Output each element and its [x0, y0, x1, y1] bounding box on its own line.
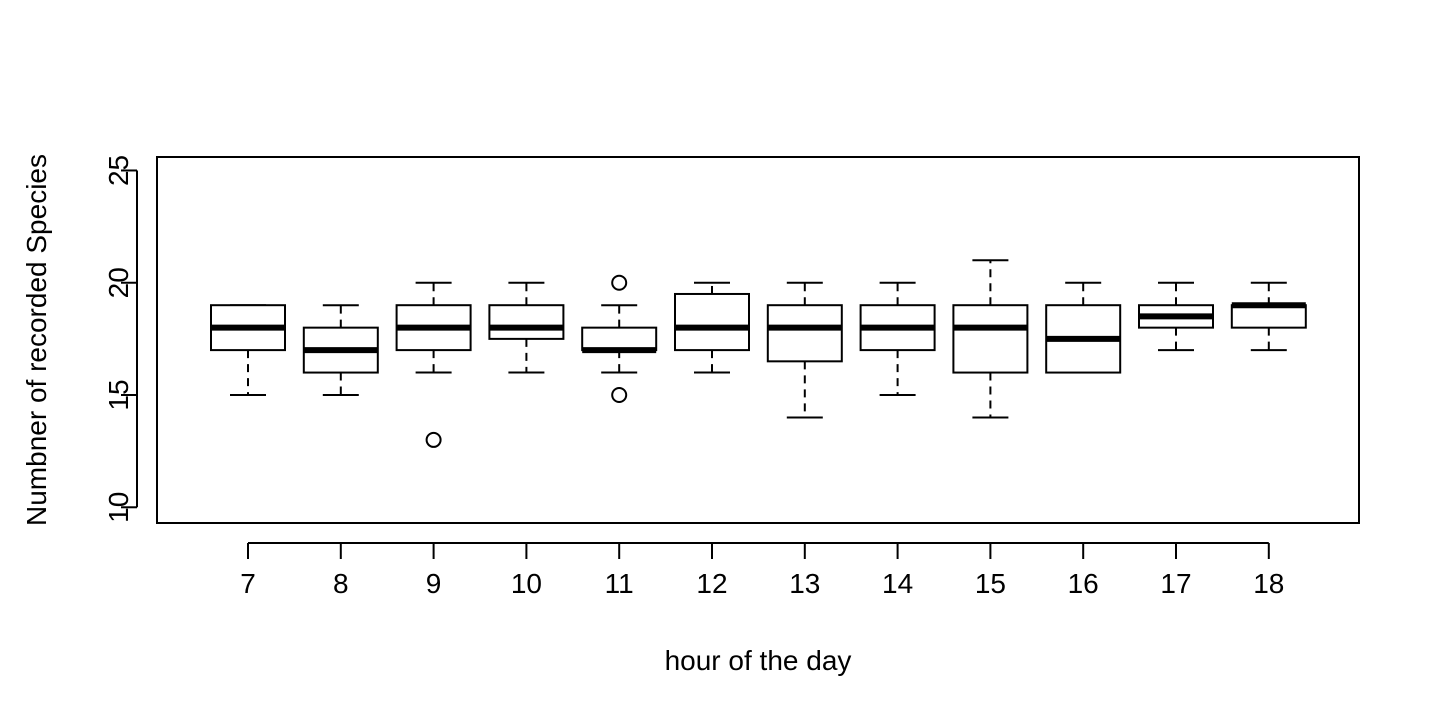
- x-tick-label: 10: [511, 568, 542, 599]
- box-rect: [1230, 304, 1307, 329]
- x-tick-label: 16: [1068, 568, 1099, 599]
- outlier-point: [611, 387, 628, 404]
- box-12: [674, 281, 750, 374]
- x-tick-label: 11: [605, 568, 634, 599]
- x-axis-label: hour of the day: [665, 645, 852, 676]
- box-13: [766, 281, 843, 419]
- y-axis: 10 15 20 25: [103, 155, 138, 523]
- box-7: [210, 304, 286, 397]
- outlier-point: [425, 431, 442, 448]
- x-tick-label: 14: [882, 568, 913, 599]
- y-axis-label: Numbner of recorded Species: [21, 154, 52, 526]
- x-axis: 7 8 9 10 11 12 13 14 15 16 17 18: [240, 542, 1284, 599]
- y-tick-label: 25: [103, 155, 134, 186]
- box-16: [1045, 281, 1122, 374]
- box-11: [581, 274, 658, 404]
- box-rect: [952, 304, 1029, 374]
- box-8: [302, 304, 379, 397]
- y-tick-label: 15: [103, 379, 134, 410]
- box-rect: [581, 326, 658, 352]
- y-tick-label: 10: [103, 492, 134, 523]
- box-rect: [766, 304, 843, 363]
- x-tick-label: 15: [975, 568, 1006, 599]
- boxes: [210, 259, 1307, 448]
- box-14: [859, 281, 936, 397]
- x-tick-label: 18: [1253, 568, 1284, 599]
- x-tick-label: 12: [696, 568, 727, 599]
- box-15: [952, 259, 1029, 419]
- box-17: [1138, 281, 1214, 352]
- x-tick-label: 9: [426, 568, 442, 599]
- x-tick-label: 13: [789, 568, 820, 599]
- box-10: [488, 281, 565, 374]
- x-tick-label: 7: [240, 568, 256, 599]
- box-rect: [674, 292, 750, 352]
- y-tick-label: 20: [103, 267, 134, 298]
- box-18: [1230, 281, 1307, 352]
- box-9: [395, 281, 472, 448]
- x-tick-label: 17: [1160, 568, 1191, 599]
- plot-frame: [156, 156, 1360, 524]
- outlier-point: [611, 274, 628, 291]
- x-tick-label: 8: [333, 568, 349, 599]
- box-rect: [488, 304, 565, 340]
